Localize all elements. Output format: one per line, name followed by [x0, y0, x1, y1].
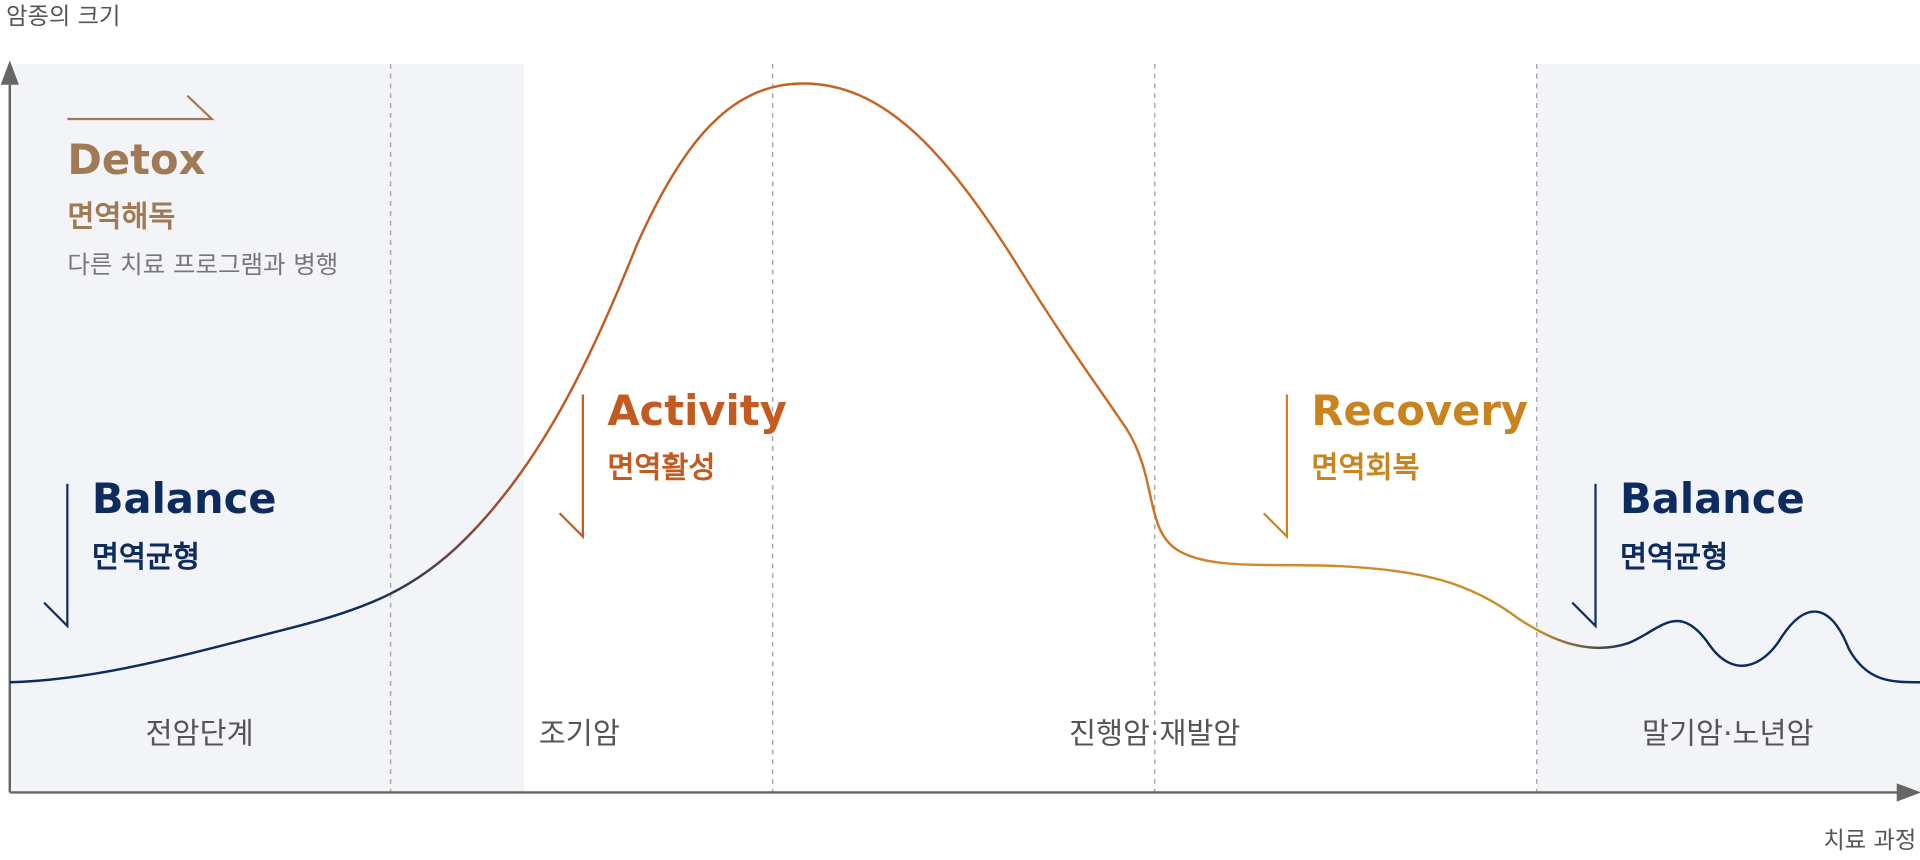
- phase-subtitle: 면역균형: [92, 540, 200, 574]
- shaded-zone: [1536, 63, 1920, 793]
- stage-label: 조기암: [539, 716, 620, 750]
- tumor-size-curve: [9, 82, 1920, 684]
- phase-title: Balance: [1620, 474, 1805, 523]
- axes: [0, 60, 1920, 802]
- phase-title: Balance: [92, 474, 277, 523]
- phase-title: Detox: [67, 135, 205, 184]
- stage-label: 전암단계: [146, 716, 254, 750]
- phase-subtitle: 면역활성: [607, 451, 715, 485]
- stage-label: 말기암·노년암: [1642, 716, 1814, 750]
- x-axis-label: 치료 과정: [1823, 827, 1916, 854]
- arrows: [43, 94, 1597, 629]
- shaded-zone: [9, 63, 525, 793]
- phase-subtitle: 면역회복: [1311, 451, 1419, 485]
- phase-subtitle: 면역해독: [67, 200, 175, 234]
- y-axis-label: 암종의 크기: [6, 3, 120, 30]
- stage-label: 진행암·재발암: [1069, 716, 1241, 750]
- phase-title: Recovery: [1311, 386, 1528, 435]
- phase-subtitle: 면역균형: [1620, 540, 1728, 574]
- phase-title: Activity: [607, 386, 787, 435]
- phase-note: 다른 치료 프로그램과 병행: [67, 250, 338, 279]
